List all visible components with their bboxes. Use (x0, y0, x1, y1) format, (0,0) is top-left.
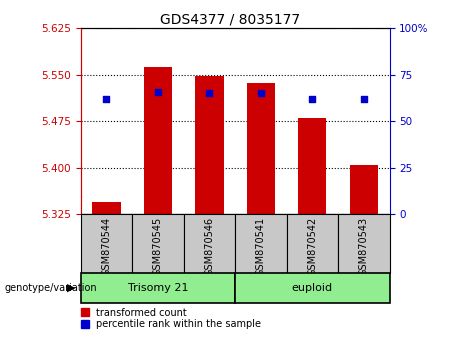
Bar (144, 67, 172, 214)
Text: GSM870546: GSM870546 (204, 217, 214, 276)
Bar (235, 214, 287, 273)
Point (103, 96, 110, 102)
Bar (132, 214, 183, 273)
Point (360, 96, 367, 102)
Bar (235, 273, 390, 303)
Text: ▶: ▶ (67, 282, 76, 293)
Text: genotype/variation: genotype/variation (5, 282, 97, 293)
Point (257, 91, 265, 96)
Text: GSM870543: GSM870543 (359, 217, 369, 276)
Point (154, 89, 161, 95)
Bar (298, 118, 326, 214)
Bar (349, 165, 378, 214)
Text: GSM870542: GSM870542 (307, 217, 317, 276)
Text: GDS4377 / 8035177: GDS4377 / 8035177 (160, 12, 301, 27)
Bar (195, 76, 224, 214)
Bar (92, 202, 121, 214)
Legend: transformed count, percentile rank within the sample: transformed count, percentile rank withi… (81, 308, 261, 330)
Text: GSM870544: GSM870544 (101, 217, 112, 276)
Text: Trisomy 21: Trisomy 21 (128, 282, 188, 293)
Bar (183, 214, 235, 273)
Text: euploid: euploid (292, 282, 333, 293)
Bar (247, 83, 275, 214)
Point (308, 96, 316, 102)
Bar (338, 214, 390, 273)
Bar (81, 273, 235, 303)
Text: GSM870545: GSM870545 (153, 217, 163, 276)
Bar (287, 214, 338, 273)
Text: GSM870541: GSM870541 (256, 217, 266, 276)
Point (206, 91, 213, 96)
Bar (81, 214, 132, 273)
